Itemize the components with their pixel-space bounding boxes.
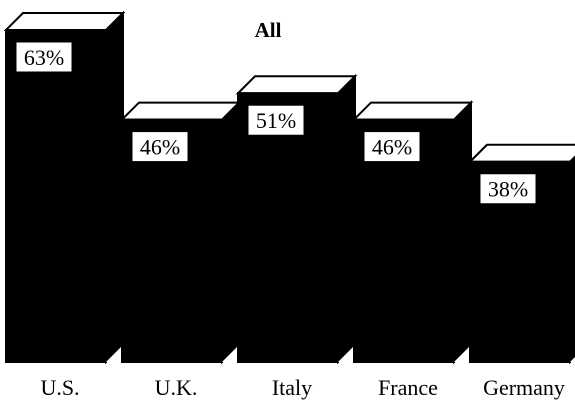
- value-labels: 63% 46% 51% 46% 38%: [15, 41, 537, 205]
- value-label-box: [15, 41, 73, 73]
- value-label: 46%: [131, 131, 189, 163]
- bar-side-face: [453, 100, 472, 365]
- bar-front-face: [5, 29, 107, 363]
- category-labels: U.S. U.K. Italy France Germany: [40, 375, 564, 400]
- bar-side-face: [221, 100, 240, 365]
- bar-base-edge: [338, 345, 355, 362]
- value-label-box: [363, 131, 421, 163]
- value-label-box: [247, 104, 305, 136]
- bar-top-face: [235, 75, 358, 95]
- bar-base-edge: [222, 345, 239, 362]
- category-label: France: [378, 375, 438, 400]
- bar-front-face: [237, 92, 339, 363]
- value-label-box: [479, 173, 537, 205]
- bar-base-edge: [106, 345, 123, 362]
- category-label: U.K.: [155, 375, 198, 400]
- bar-side-face: [105, 10, 124, 365]
- value-label: 38%: [479, 173, 537, 205]
- value-label-text: 51%: [256, 108, 296, 133]
- bar-side-face: [337, 73, 356, 365]
- bar-top-face: [3, 12, 126, 31]
- bar-top-face: [351, 101, 474, 121]
- bar-top-face: [119, 101, 242, 121]
- bar-top-face: [467, 143, 575, 163]
- category-label: U.S.: [40, 375, 79, 400]
- bar-base-edge: [454, 345, 471, 362]
- value-label: 51%: [247, 104, 305, 136]
- bars: [3, 10, 575, 365]
- category-label: Italy: [272, 375, 312, 400]
- value-label-box: [131, 131, 189, 163]
- value-label-text: 46%: [140, 135, 180, 160]
- bar-base-edge: [570, 357, 575, 362]
- value-label-text: 38%: [488, 177, 528, 202]
- value-label: 46%: [363, 131, 421, 163]
- bar-3: [235, 73, 358, 365]
- value-label-text: 46%: [372, 135, 412, 160]
- value-label-text: 63%: [24, 45, 64, 70]
- value-label: 63%: [15, 41, 73, 73]
- category-label: Germany: [483, 375, 565, 400]
- bar-1: [3, 10, 126, 365]
- chart-title: All: [255, 18, 282, 42]
